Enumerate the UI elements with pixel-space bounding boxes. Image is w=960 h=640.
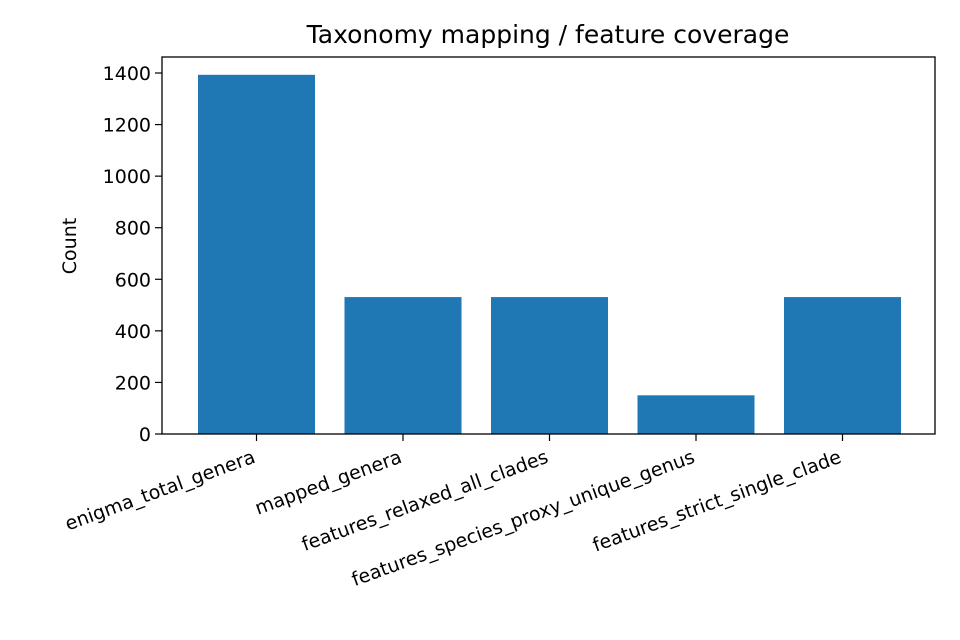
y-tick-label: 800	[115, 218, 151, 240]
y-axis: 0 200 400 600 800 1000 1200 1400	[103, 63, 162, 446]
x-tick-label: enigma_total_genera	[62, 446, 258, 535]
x-axis: enigma_total_generamapped_generafeatures…	[62, 434, 844, 591]
plot-frame	[161, 56, 936, 435]
chart-title: Taxonomy mapping / feature coverage	[306, 20, 790, 49]
y-tick-label: 1200	[103, 115, 151, 137]
y-axis-label: Count	[59, 218, 81, 274]
y-tick-label: 400	[115, 321, 151, 343]
x-tick-label: features_strict_single_clade	[590, 446, 844, 557]
bars-layer	[198, 74, 901, 435]
bar-enigma_total_genera	[198, 74, 315, 435]
y-tick-label: 600	[115, 269, 151, 291]
y-tick-label: 1400	[103, 63, 151, 85]
bar-features_strict_single_clade	[784, 297, 901, 434]
bar-features_species_proxy_unique_genus	[637, 395, 755, 434]
bar-mapped_genera	[344, 297, 462, 434]
bar-features_relaxed_all_clades	[491, 297, 608, 434]
y-tick-label: 0	[139, 424, 151, 446]
y-tick-label: 1000	[103, 166, 151, 188]
x-tick-label: features_relaxed_all_clades	[299, 446, 551, 556]
y-tick-label: 200	[115, 372, 151, 394]
